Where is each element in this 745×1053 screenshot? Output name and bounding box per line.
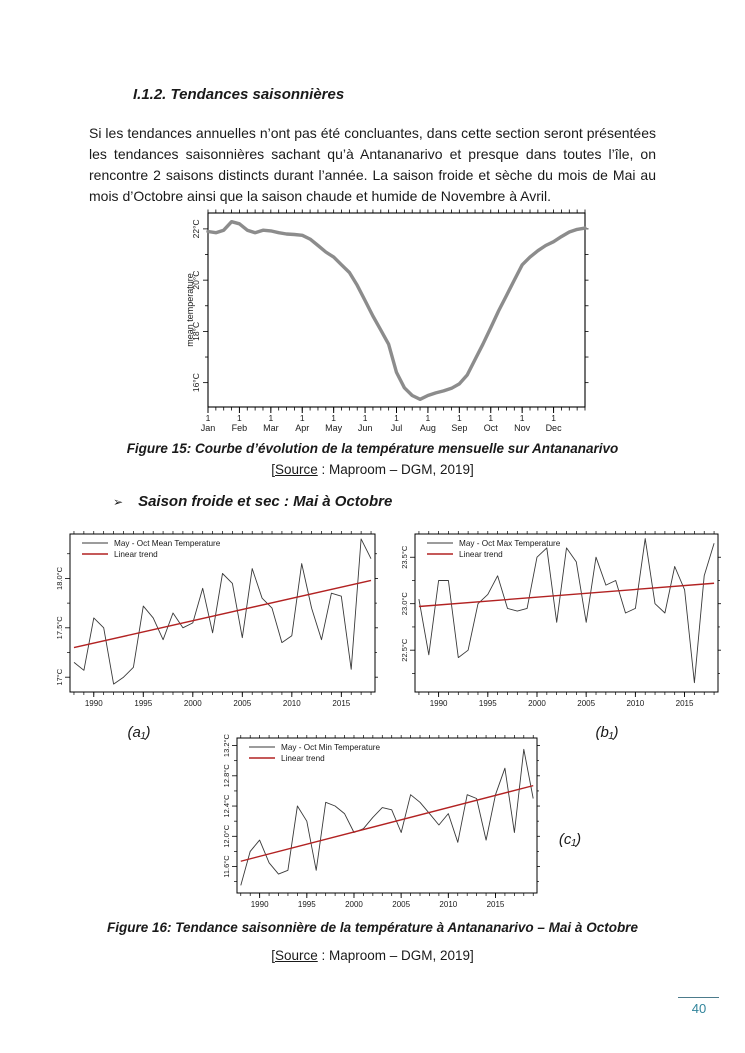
figure16-caption: Figure 16: Tendance saisonnière de la te… — [107, 920, 638, 935]
svg-text:1: 1 — [488, 413, 493, 423]
svg-text:Jul: Jul — [391, 423, 403, 433]
svg-text:18°C: 18°C — [191, 322, 201, 341]
section-heading: I.1.2. Tendances saisonnières — [133, 86, 345, 103]
svg-text:1: 1 — [457, 413, 462, 423]
arrow-bullet-icon: ➢ — [113, 495, 124, 509]
svg-text:2000: 2000 — [345, 900, 363, 909]
svg-text:1: 1 — [363, 413, 368, 423]
svg-text:23.5°C: 23.5°C — [400, 545, 409, 569]
svg-text:2010: 2010 — [283, 699, 301, 708]
source-word: Source — [274, 948, 318, 963]
svg-text:13.2°C: 13.2°C — [222, 733, 231, 757]
svg-text:Mar: Mar — [263, 423, 279, 433]
svg-text:May: May — [325, 423, 343, 433]
svg-text:1990: 1990 — [430, 699, 448, 708]
svg-text:Apr: Apr — [295, 423, 309, 433]
svg-text:2000: 2000 — [184, 699, 202, 708]
svg-text:2000: 2000 — [528, 699, 546, 708]
svg-text:1990: 1990 — [251, 900, 269, 909]
svg-text:1: 1 — [268, 413, 273, 423]
svg-text:2015: 2015 — [487, 900, 505, 909]
source-rest: : Maproom – DGM, 2019] — [317, 462, 474, 477]
svg-text:May - Oct Mean Temperature: May - Oct Mean Temperature — [114, 539, 221, 548]
svg-text:mean temperature: mean temperature — [185, 273, 195, 347]
svg-text:1: 1 — [394, 413, 399, 423]
svg-text:Linear trend: Linear trend — [281, 754, 325, 763]
figure16-source: [Source : Maproom – DGM, 2019] — [0, 948, 745, 963]
svg-text:1: 1 — [206, 413, 211, 423]
svg-text:1: 1 — [300, 413, 305, 423]
svg-text:12.0°C: 12.0°C — [222, 824, 231, 848]
source-bracket-open: [ — [271, 462, 275, 477]
svg-text:Oct: Oct — [484, 423, 499, 433]
bullet-saison-froide: ➢ Saison froide et sec : Mai à Octobre — [113, 493, 392, 510]
svg-text:2010: 2010 — [439, 900, 457, 909]
svg-text:2005: 2005 — [577, 699, 595, 708]
source-bracket-open: [ — [271, 948, 275, 963]
svg-text:22.5°C: 22.5°C — [400, 638, 409, 662]
svg-text:17°C: 17°C — [55, 668, 64, 685]
svg-text:23.0°C: 23.0°C — [400, 592, 409, 616]
svg-text:18.0°C: 18.0°C — [55, 566, 64, 590]
svg-text:12.8°C: 12.8°C — [222, 764, 231, 788]
chart-b1-max-temperature: 1990 1995 2000 2005 2010 2015 22.5°C 23.0°C 23.5… — [400, 531, 721, 708]
svg-text:1990: 1990 — [85, 699, 103, 708]
svg-text:16°C: 16°C — [191, 373, 201, 392]
svg-text:Feb: Feb — [232, 423, 248, 433]
svg-text:Linear trend: Linear trend — [114, 550, 158, 559]
svg-text:1995: 1995 — [134, 699, 152, 708]
svg-text:Jan: Jan — [201, 423, 216, 433]
source-rest: : Maproom – DGM, 2019] — [317, 948, 474, 963]
svg-text:2005: 2005 — [392, 900, 410, 909]
svg-text:1995: 1995 — [479, 699, 497, 708]
svg-text:May - Oct Max Temperature: May - Oct Max Temperature — [459, 539, 561, 548]
svg-text:Dec: Dec — [546, 423, 563, 433]
svg-text:Nov: Nov — [514, 423, 531, 433]
chart-c1-min-temperature: 1990 1995 2000 2005 2010 2015 11.6°C 12.0°C 12.4… — [222, 733, 540, 909]
svg-text:1: 1 — [331, 413, 336, 423]
svg-text:Jun: Jun — [358, 423, 373, 433]
svg-text:2015: 2015 — [676, 699, 694, 708]
svg-text:22°C: 22°C — [191, 219, 201, 238]
svg-text:1: 1 — [426, 413, 431, 423]
body-paragraph: Si les tendances annuelles n’ont pas été… — [89, 125, 656, 204]
bullet-text: Saison froide et sec : Mai à Octobre — [138, 493, 393, 510]
svg-text:2010: 2010 — [626, 699, 644, 708]
svg-text:Linear trend: Linear trend — [459, 550, 503, 559]
figure15-source: [Source : Maproom – DGM, 2019] — [0, 462, 745, 477]
panel-label-a1: (a₁) — [127, 724, 151, 741]
svg-text:2015: 2015 — [332, 699, 350, 708]
svg-text:1: 1 — [551, 413, 556, 423]
svg-text:Sep: Sep — [451, 423, 467, 433]
svg-text:2005: 2005 — [233, 699, 251, 708]
panel-label-c1: (c₁) — [558, 831, 582, 848]
footer-rule — [678, 997, 719, 998]
svg-text:11.6°C: 11.6°C — [222, 855, 231, 878]
svg-text:1995: 1995 — [298, 900, 316, 909]
svg-text:1: 1 — [520, 413, 525, 423]
svg-text:17.5°C: 17.5°C — [55, 616, 64, 640]
svg-text:Aug: Aug — [420, 423, 436, 433]
svg-text:1: 1 — [237, 413, 242, 423]
panel-label-b1: (b₁) — [595, 724, 619, 741]
figure15-caption: Figure 15: Courbe d’évolution de la temp… — [126, 441, 619, 456]
svg-text:12.4°C: 12.4°C — [222, 794, 231, 818]
svg-text:May - Oct Min Temperature: May - Oct Min Temperature — [281, 743, 380, 752]
svg-text:20°C: 20°C — [191, 271, 201, 290]
source-word: Source — [274, 462, 318, 477]
chart-a1-mean-temperature: 1990 1995 2000 2005 2010 2015 17°C 17.5°C 18.0°C… — [55, 531, 378, 708]
page-number: 40 — [691, 1001, 707, 1016]
figure15-monthly-temperature-chart: 1Jan1Feb1Mar1Apr1May1Jun1Jul1Aug1Sep1Oct… — [185, 209, 589, 433]
